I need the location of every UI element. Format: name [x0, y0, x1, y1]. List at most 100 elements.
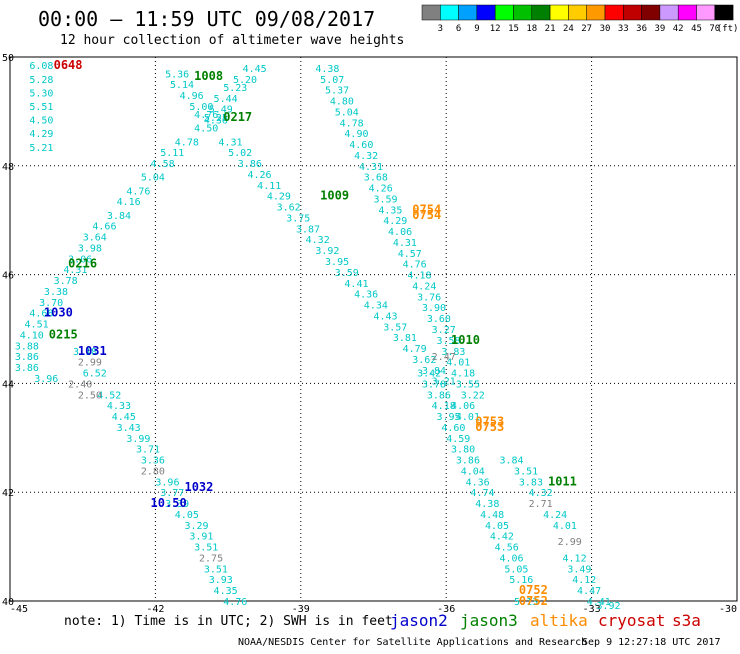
wave-height-value: 3.49: [567, 564, 591, 575]
mission-legend: jason2 jason3 altika cryosat s3a: [390, 611, 701, 630]
wave-height-value: 4.45: [243, 64, 267, 75]
wave-height-value: 3.70: [39, 298, 63, 309]
wave-height-value: 4.32: [354, 151, 378, 162]
colorbar-swatch: [677, 4, 697, 21]
wave-height-value: 4.59: [446, 434, 470, 445]
wave-height-value: 3.96: [34, 374, 58, 385]
wave-height-value: 4.04: [461, 466, 485, 477]
wave-height-value: 3.84: [107, 211, 131, 222]
wave-height-value: 4.06: [388, 227, 412, 238]
wave-height-value: 5.44: [214, 94, 238, 105]
wave-height-value: 4.50: [194, 124, 218, 135]
pass-time-label: 0216: [68, 257, 97, 271]
wave-height-value: 4.33: [107, 401, 131, 412]
wave-height-value: 5.36: [165, 69, 189, 80]
wave-height-value: 4.36: [354, 290, 378, 301]
wave-height-value: 6.08: [29, 61, 53, 72]
wave-height-value: 4.68: [29, 309, 53, 320]
colorbar-label: 33: [618, 24, 629, 34]
pass-time-label: 0754: [412, 208, 441, 222]
wave-height-value: 4.41: [344, 279, 368, 290]
wave-height-value: 4.78: [175, 137, 199, 148]
colorbar-swatch: [531, 4, 551, 21]
wave-height-value: 2.40: [68, 379, 92, 390]
axis-ticks: -45 -42 -39 -36 -33 -30 40 42 44 46 48 50: [2, 53, 737, 615]
wave-height-value: 4.74: [470, 488, 494, 499]
colorbar-label: 70: [709, 24, 720, 34]
wave-height-tracks: 6.08 5.28 5.30 5.51 4.50 4.29 5.21 5.365.144.96…: [15, 61, 621, 612]
colorbar-label: 42: [673, 24, 684, 34]
wave-height-value: 5.11: [160, 148, 184, 159]
colorbar-label: 9: [474, 24, 479, 34]
wave-height-value: 3.18: [73, 347, 97, 358]
wave-height-value: 4.05: [485, 521, 509, 532]
wave-height-value: 4.10: [20, 330, 44, 341]
colorbar-label: 27: [581, 24, 592, 34]
plot-frame: [9, 56, 738, 602]
colorbar-swatch: [494, 4, 514, 21]
wave-height-value: 2.47: [432, 352, 456, 363]
wave-height-value: 3.51: [204, 564, 228, 575]
wave-height-value: 4.26: [369, 184, 393, 195]
wave-height-value: 4.76: [194, 110, 218, 121]
wave-height-value: 4.60: [441, 423, 465, 434]
wave-height-value: 3.21: [432, 377, 456, 388]
footer-note: note: 1) Time is in UTC; 2) SWH is in fe…: [64, 614, 393, 629]
wave-height-value: 3.86: [427, 390, 451, 401]
wave-height-value: 5.00: [189, 102, 213, 113]
colorbar-swatch: [714, 4, 734, 21]
colorbar-label: 18: [526, 24, 537, 34]
y-tick-label: 46: [2, 271, 14, 282]
wave-height-value: 4.80: [330, 97, 354, 108]
wave-height-value: 4.05: [175, 510, 199, 521]
wave-height-value: 4.48: [480, 510, 504, 521]
wave-height-value: 3.83: [519, 477, 543, 488]
pass-time-label: 0753: [475, 414, 504, 428]
wave-height-value: 3.78: [54, 276, 78, 287]
wave-height-value: 4.56: [495, 543, 519, 554]
wave-height-value: 3.27: [432, 325, 456, 336]
wave-height-value: 4.18: [407, 271, 431, 282]
wave-height-value: 4.38: [475, 499, 499, 510]
wave-height-value: 5.21: [29, 143, 53, 154]
wave-height-value: 3.58: [437, 336, 461, 347]
colorbar-swatch: [513, 4, 533, 21]
wave-height-value: 3.51: [194, 543, 218, 554]
wave-height-value: 4.41: [587, 597, 611, 608]
wave-height-value: 3.51: [514, 466, 538, 477]
wave-height-value: 4.01: [456, 412, 480, 423]
pass-time-label: 0752: [519, 594, 548, 608]
colorbar-label: 6: [456, 24, 461, 34]
wave-height-value: 4.18: [432, 401, 456, 412]
wave-height-value: 5.04: [141, 173, 165, 184]
wave-height-value: 3.87: [296, 224, 320, 235]
wave-height-value: 4.12: [572, 575, 596, 586]
pass-time-label: 0217: [223, 110, 252, 124]
wave-height-value: 4.76: [223, 597, 247, 608]
track-track-f-gray: 2.71 2.99: [529, 499, 582, 548]
wave-height-value: 4.47: [577, 586, 601, 597]
wave-height-value: 3.06: [68, 254, 92, 265]
track-track-d-gray: 2.47: [432, 352, 456, 363]
wave-height-value: 3.60: [427, 314, 451, 325]
colorbar-swatch: [696, 4, 716, 21]
wave-height-value: 4.12: [563, 553, 587, 564]
colorbar-swatch: [568, 4, 587, 21]
colorbar-swatch: [421, 4, 441, 21]
wave-height-value: 4.24: [412, 281, 436, 292]
wave-height-value: 4.58: [151, 159, 175, 170]
wave-height-value: 4.36: [204, 116, 228, 127]
wave-height-value: 5.05: [504, 564, 528, 575]
wave-height-value: 3.95: [437, 412, 461, 423]
wave-height-value: 4.43: [374, 311, 398, 322]
wave-height-value: 4.57: [398, 249, 422, 260]
colorbar-label: 36: [636, 24, 647, 34]
wave-height-value: 3.84: [500, 456, 524, 467]
wave-height-value: 5.14: [170, 80, 194, 91]
wave-height-value: 4.78: [340, 118, 364, 129]
plot-area: -45 -42 -39 -36 -33 -30 40 42 44 46 48 50 6.08 5.28 5.…: [2, 53, 738, 615]
wave-height-value: 4.29: [267, 192, 291, 203]
wave-height-value: 4.52: [97, 390, 121, 401]
wave-height-value: 5.16: [509, 575, 533, 586]
